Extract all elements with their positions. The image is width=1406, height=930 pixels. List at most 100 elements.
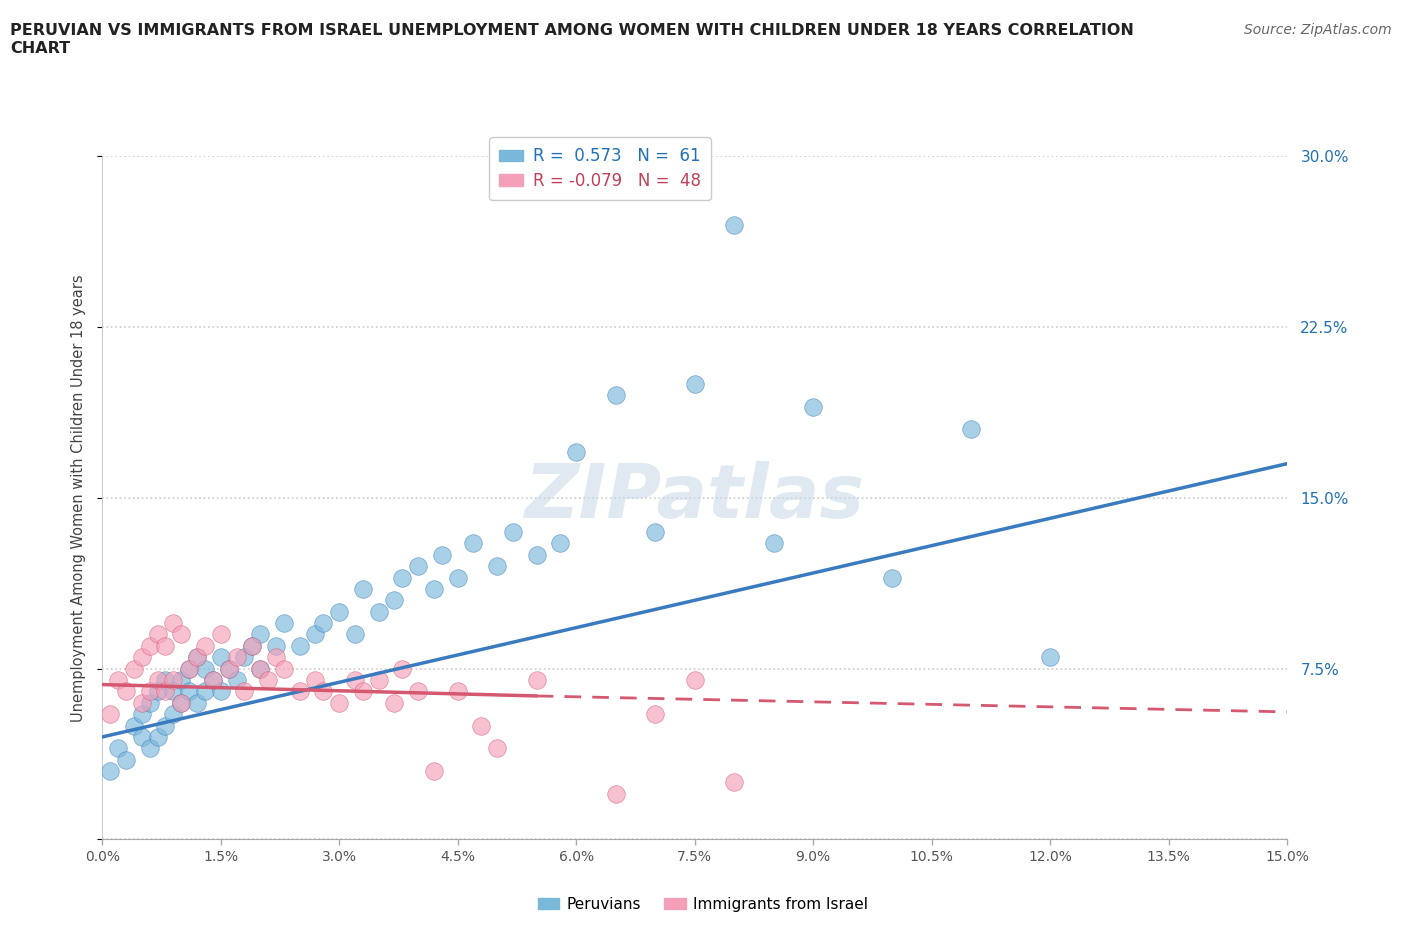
Point	[683, 377, 706, 392]
Point	[177, 684, 200, 698]
Point	[605, 787, 627, 802]
Point	[146, 684, 169, 698]
Point	[194, 638, 217, 653]
Point	[264, 650, 287, 665]
Point	[218, 661, 240, 676]
Point	[146, 729, 169, 744]
Point	[486, 741, 509, 756]
Point	[131, 729, 153, 744]
Point	[960, 422, 983, 437]
Point	[288, 638, 311, 653]
Point	[186, 650, 208, 665]
Point	[264, 638, 287, 653]
Point	[312, 684, 335, 698]
Point	[605, 388, 627, 403]
Text: PERUVIAN VS IMMIGRANTS FROM ISRAEL UNEMPLOYMENT AMONG WOMEN WITH CHILDREN UNDER : PERUVIAN VS IMMIGRANTS FROM ISRAEL UNEMP…	[10, 23, 1133, 56]
Point	[170, 696, 193, 711]
Point	[550, 536, 572, 551]
Point	[240, 638, 263, 653]
Point	[882, 570, 904, 585]
Point	[209, 627, 232, 642]
Point	[98, 764, 121, 778]
Point	[115, 684, 138, 698]
Point	[352, 581, 374, 596]
Point	[138, 696, 160, 711]
Point	[249, 627, 271, 642]
Point	[155, 638, 177, 653]
Point	[138, 741, 160, 756]
Point	[406, 684, 429, 698]
Point	[107, 741, 129, 756]
Point	[170, 696, 193, 711]
Point	[240, 638, 263, 653]
Point	[107, 672, 129, 687]
Point	[343, 627, 366, 642]
Point	[155, 718, 177, 733]
Point	[486, 559, 509, 574]
Point	[367, 672, 389, 687]
Point	[288, 684, 311, 698]
Point	[155, 684, 177, 698]
Point	[218, 661, 240, 676]
Point	[177, 661, 200, 676]
Point	[201, 672, 224, 687]
Legend: R =  0.573   N =  61, R = -0.079   N =  48: R = 0.573 N = 61, R = -0.079 N = 48	[489, 138, 710, 200]
Point	[762, 536, 785, 551]
Text: Source: ZipAtlas.com: Source: ZipAtlas.com	[1244, 23, 1392, 37]
Point	[122, 661, 145, 676]
Point	[209, 650, 232, 665]
Point	[225, 672, 247, 687]
Point	[343, 672, 366, 687]
Point	[122, 718, 145, 733]
Point	[98, 707, 121, 722]
Point	[304, 627, 326, 642]
Point	[391, 570, 413, 585]
Point	[131, 650, 153, 665]
Point	[723, 775, 745, 790]
Point	[683, 672, 706, 687]
Point	[170, 627, 193, 642]
Point	[502, 525, 524, 539]
Point	[186, 696, 208, 711]
Point	[384, 696, 406, 711]
Point	[146, 627, 169, 642]
Point	[526, 548, 548, 563]
Y-axis label: Unemployment Among Women with Children Under 18 years: Unemployment Among Women with Children U…	[72, 274, 86, 722]
Point	[201, 672, 224, 687]
Point	[115, 752, 138, 767]
Point	[162, 684, 184, 698]
Point	[384, 592, 406, 607]
Point	[423, 581, 446, 596]
Point	[1039, 650, 1062, 665]
Point	[447, 684, 470, 698]
Point	[470, 718, 492, 733]
Point	[273, 661, 295, 676]
Point	[423, 764, 446, 778]
Point	[304, 672, 326, 687]
Point	[162, 616, 184, 631]
Point	[328, 604, 350, 619]
Point	[186, 650, 208, 665]
Point	[352, 684, 374, 698]
Point	[801, 399, 824, 414]
Legend: Peruvians, Immigrants from Israel: Peruvians, Immigrants from Israel	[531, 891, 875, 918]
Point	[447, 570, 470, 585]
Point	[146, 672, 169, 687]
Point	[162, 707, 184, 722]
Point	[194, 661, 217, 676]
Point	[155, 672, 177, 687]
Point	[644, 707, 666, 722]
Point	[138, 638, 160, 653]
Point	[233, 684, 256, 698]
Point	[273, 616, 295, 631]
Point	[170, 672, 193, 687]
Point	[257, 672, 280, 687]
Point	[209, 684, 232, 698]
Point	[391, 661, 413, 676]
Point	[177, 661, 200, 676]
Point	[138, 684, 160, 698]
Point	[162, 672, 184, 687]
Point	[367, 604, 389, 619]
Point	[430, 548, 453, 563]
Point	[194, 684, 217, 698]
